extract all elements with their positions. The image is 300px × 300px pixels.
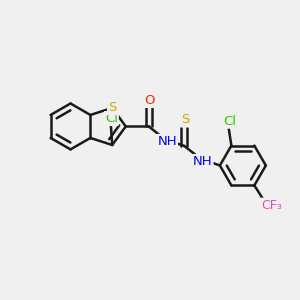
Text: NH: NH <box>193 155 212 168</box>
Text: O: O <box>144 94 154 107</box>
Text: CF₃: CF₃ <box>262 199 282 212</box>
Text: S: S <box>181 113 189 127</box>
Text: Cl: Cl <box>224 115 236 128</box>
Text: S: S <box>108 101 116 114</box>
Text: Cl: Cl <box>105 112 118 125</box>
Text: NH: NH <box>157 135 177 148</box>
